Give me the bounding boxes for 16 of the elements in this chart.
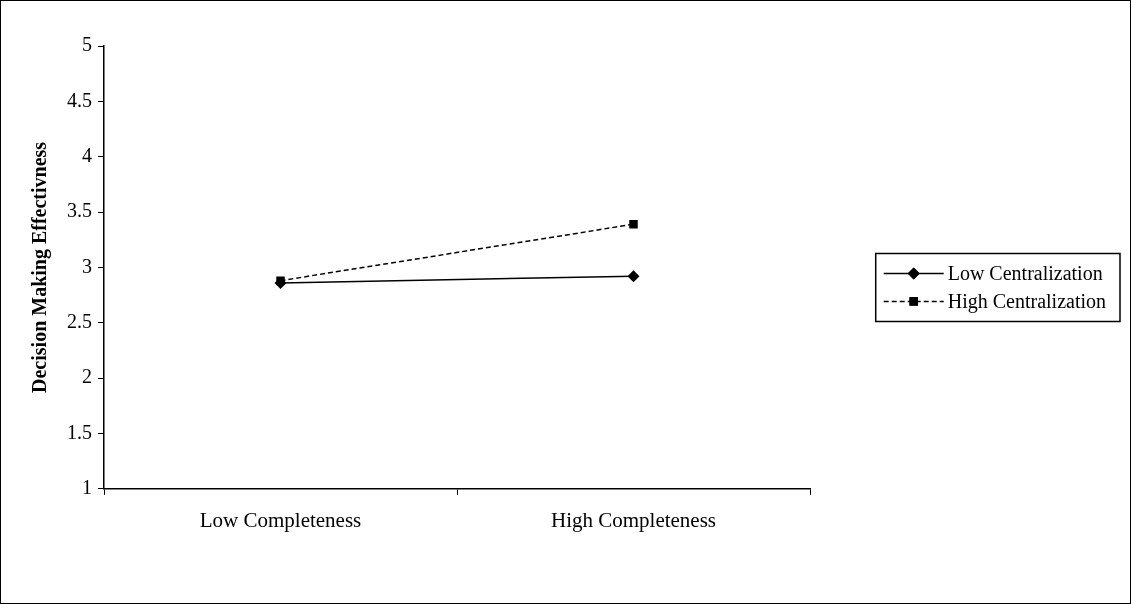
y-axis-title: Decision Making Effectivness <box>28 141 52 393</box>
y-tick-label: 2.5 <box>67 310 92 332</box>
point <box>627 270 640 283</box>
y-tick-label: 4.5 <box>67 88 92 111</box>
y-tick-label: 4 <box>82 143 92 166</box>
legend-label: Low Centralization <box>947 261 1103 284</box>
y-tick-label: 1.5 <box>67 420 92 443</box>
y-tick-label: 3.5 <box>67 199 92 222</box>
y-tick-label: 3 <box>82 254 92 277</box>
legend-label: High Centralization <box>947 289 1107 313</box>
point <box>629 219 638 229</box>
y-tick-label: 1 <box>82 476 92 499</box>
x-tick-label: High Completeness <box>550 507 717 532</box>
y-tick-label: 5 <box>82 33 92 56</box>
y-tick-label: 2 <box>82 365 92 388</box>
x-tick-label: Low Completeness <box>199 507 362 532</box>
